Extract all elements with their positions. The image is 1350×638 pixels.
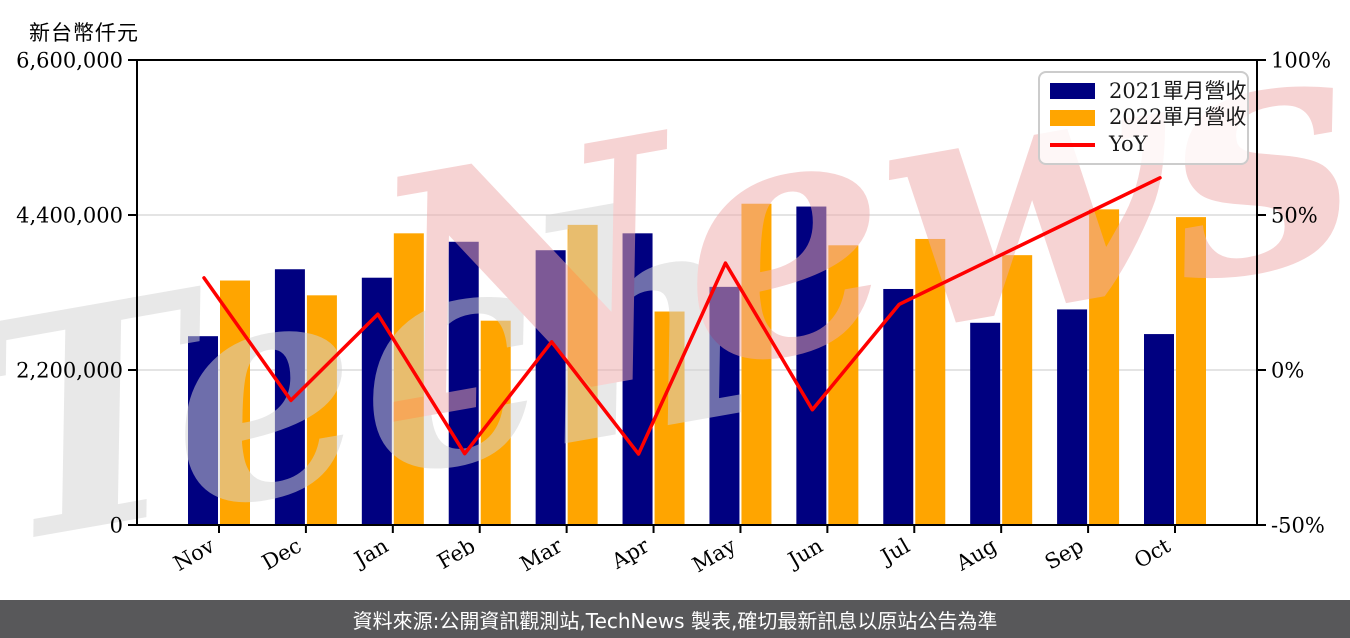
plot-border xyxy=(136,59,1258,526)
bar-2021單月營收-Jan xyxy=(361,277,392,525)
chart-legend: 2021單月營收 2022單月營收 YoY xyxy=(1038,71,1249,165)
right-tick-label-0: 0% xyxy=(1271,359,1304,383)
legend-swatch-yoy xyxy=(1050,142,1095,147)
x-tick-label-May: May xyxy=(688,533,740,577)
legend-label-2021: 2021單月營收 xyxy=(1109,78,1247,103)
x-tick-label-Mar: Mar xyxy=(516,533,567,576)
bar-2021單月營收-May xyxy=(709,286,740,525)
yoy-line xyxy=(202,176,1162,456)
legend-item-yoy: YoY xyxy=(1050,134,1237,155)
bar-2021單月營收-Aug xyxy=(970,322,1001,525)
x-tick-label-Jun: Jun xyxy=(782,534,826,574)
source-footer: 資料來源:公開資訊觀測站,TechNews 製表,確切最新訊息以原站公告為準 xyxy=(0,600,1350,638)
legend-item-2021: 2021單月營收 xyxy=(1050,80,1246,102)
left-axis-unit-label: 新台幣仟元 xyxy=(29,21,139,45)
right-tick-label--50: -50% xyxy=(1271,514,1325,538)
bar-2022單月營收-Sep xyxy=(1089,209,1120,525)
x-tick-label-Apr: Apr xyxy=(607,533,654,574)
legend-swatch-2021 xyxy=(1050,83,1095,100)
bar-2022單月營收-Oct xyxy=(1176,217,1206,525)
bar-2022單月營收-Dec xyxy=(306,295,337,525)
bar-2022單月營收-May xyxy=(741,203,772,525)
bar-2022單月營收-Aug xyxy=(1002,255,1033,525)
bar-2022單月營收-Mar xyxy=(567,224,598,525)
x-tick-label-Aug: Aug xyxy=(951,534,1000,576)
x-tick-label-Jul: Jul xyxy=(875,533,914,569)
bar-2021單月營收-Sep xyxy=(1057,309,1088,525)
bar-2021單月營收-Jun xyxy=(796,206,827,525)
bar-2021單月營收-Jul xyxy=(883,288,914,525)
bar-2021單月營收-Nov xyxy=(188,336,218,525)
left-tick-label-2200000: 2,200,000 xyxy=(16,359,123,383)
bar-2022單月營收-Jul xyxy=(915,238,946,526)
x-tick-label-Oct: Oct xyxy=(1130,533,1175,573)
legend-swatch-2022 xyxy=(1050,109,1095,126)
right-tick-label-100: 100% xyxy=(1271,49,1331,73)
left-tick-label-4400000: 4,400,000 xyxy=(16,204,123,228)
source-footer-text: 資料來源:公開資訊觀測站,TechNews 製表,確切最新訊息以原站公告為準 xyxy=(352,608,998,633)
bar-2021單月營收-Feb xyxy=(448,241,479,526)
x-tick-label-Feb: Feb xyxy=(433,534,479,574)
x-tick-label-Sep: Sep xyxy=(1041,534,1088,575)
legend-label-2022: 2022單月營收 xyxy=(1109,105,1247,130)
bar-2021單月營收-Oct xyxy=(1144,334,1174,525)
bar-2021單月營收-Apr xyxy=(622,233,653,525)
right-tick-label-50: 50% xyxy=(1271,204,1318,228)
bar-2021單月營收-Mar xyxy=(535,250,566,525)
bar-2022單月營收-Feb xyxy=(480,320,511,525)
left-tick-label-6600000: 6,600,000 xyxy=(16,49,123,73)
left-tick-label-0: 0 xyxy=(110,514,123,538)
legend-label-yoy: YoY xyxy=(1109,132,1148,157)
legend-item-2022: 2022單月營收 xyxy=(1050,107,1246,128)
bar-2022單月營收-Apr xyxy=(654,311,685,525)
